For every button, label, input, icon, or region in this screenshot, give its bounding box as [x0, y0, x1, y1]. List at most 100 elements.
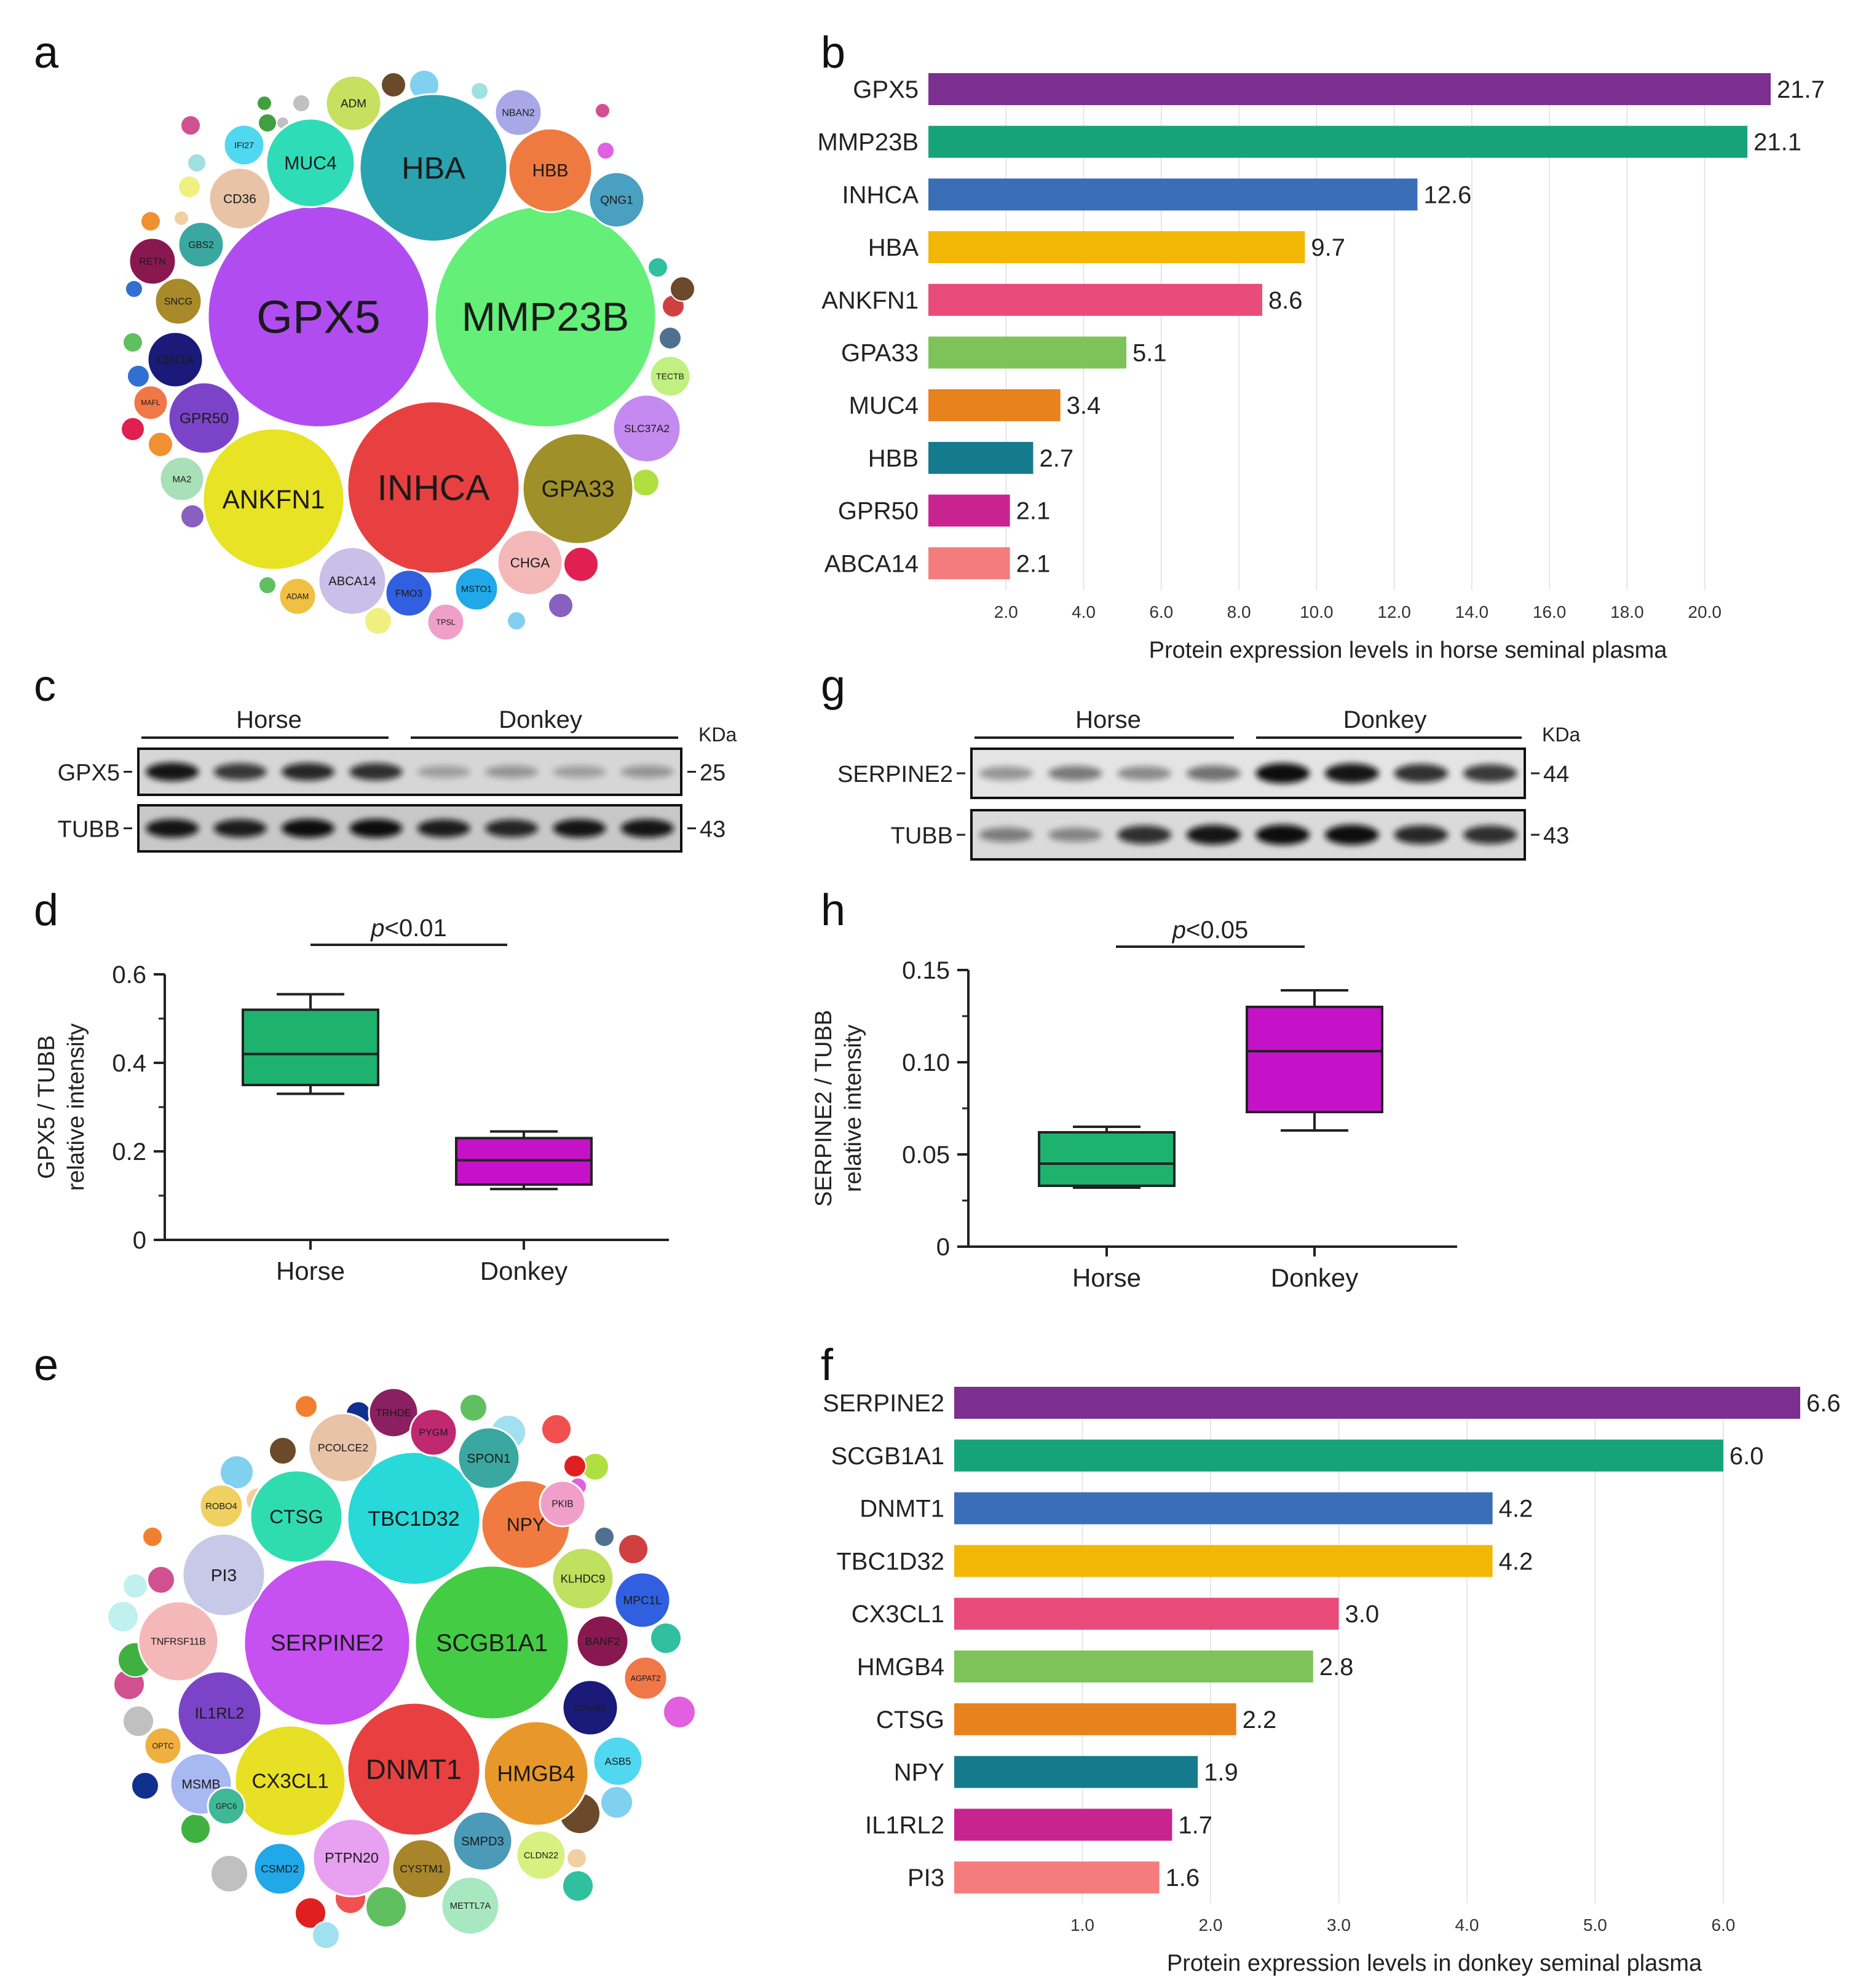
protein-bubble: [483, 1720, 590, 1827]
x-tick-label: 20.0: [1688, 602, 1722, 621]
protein-bubble: [346, 400, 521, 575]
bubble-label: SERPINE2: [271, 1630, 384, 1655]
bubble-label: TRHDE: [376, 1407, 411, 1419]
protein-bubble: [588, 171, 646, 229]
category-label: SERPINE2: [823, 1390, 944, 1417]
category-label: GPR50: [838, 498, 919, 525]
category-label: CX3CL1: [852, 1601, 944, 1628]
bubble-label: SPON1: [467, 1451, 510, 1465]
kda-label: KDa: [698, 724, 737, 746]
group-label-donkey: Donkey: [1343, 706, 1427, 733]
x-axis-label: Protein expression levels in horse semin…: [1149, 637, 1668, 663]
box-plot-gpx5: 0 0.2 0.4 0.6 Horse Donkey p<0.01 GPX5 / TUBB re…: [34, 915, 669, 1285]
small-bubble: [295, 1395, 318, 1418]
small-bubble: [210, 1855, 248, 1893]
y-axis-label-line2: relative intensity: [63, 1024, 89, 1191]
protein-band: [281, 763, 334, 781]
box: [1038, 1131, 1176, 1187]
x-tick-label: 8.0: [1227, 602, 1251, 621]
p-value: <0.05: [1186, 917, 1248, 944]
value-label: 21.1: [1753, 129, 1801, 156]
protein-bubble: [368, 1387, 419, 1438]
bar: [954, 1492, 1493, 1525]
small-bubble: [670, 276, 695, 302]
protein-band: [1463, 764, 1517, 783]
box: [242, 1008, 379, 1086]
bubble-label: INHCA: [378, 468, 491, 508]
x-tick-label: 12.0: [1377, 602, 1411, 621]
category-label: ABCA14: [824, 550, 919, 577]
bubble-label: HBB: [532, 161, 569, 181]
bubble-label: GPC6: [216, 1802, 237, 1810]
bubble-label: MSTO1: [461, 585, 492, 594]
value-label: 4.2: [1499, 1496, 1533, 1523]
small-bubble: [121, 417, 145, 441]
bubble-label: SMPD3: [461, 1835, 504, 1848]
protein-bubble: [167, 381, 241, 455]
protein-bubble: [496, 529, 564, 596]
protein-band: [1117, 826, 1172, 844]
small-bubble: [178, 175, 201, 199]
x-tick-label: 16.0: [1533, 602, 1567, 621]
group-label-horse: Horse: [1075, 706, 1141, 733]
p-symbol: p: [370, 915, 384, 942]
bubble-label: CYSTM1: [400, 1863, 443, 1875]
protein-bubble: [208, 167, 272, 231]
panel-label-d: d: [34, 886, 58, 935]
protein-bubble: [278, 577, 317, 616]
protein-band: [146, 762, 199, 781]
bar: [928, 494, 1010, 527]
category-label: GPA33: [841, 340, 919, 367]
small-bubble: [507, 611, 526, 631]
panel-label-b: b: [821, 28, 845, 77]
small-bubble: [650, 1622, 682, 1654]
x-tick-label: 4.0: [1455, 1915, 1479, 1935]
bar: [954, 1598, 1339, 1630]
protein-bubble: [181, 1532, 266, 1617]
protein-bubble: [414, 1564, 570, 1721]
x-tick-label: Donkey: [480, 1256, 567, 1285]
protein-bubble: [243, 1558, 411, 1727]
category-label: HBA: [868, 234, 919, 261]
category-label: MUC4: [849, 392, 919, 419]
small-bubble: [256, 95, 272, 111]
bubble-label: ABCA14: [328, 575, 376, 588]
y-tick-label: 0.15: [902, 957, 950, 984]
value-label: 9.7: [1311, 234, 1345, 261]
bar: [928, 336, 1126, 369]
protein-band: [1394, 764, 1449, 783]
x-tick-label: 3.0: [1327, 1915, 1351, 1935]
protein-bubble: [265, 117, 356, 208]
protein-bubble: [575, 1614, 630, 1668]
bar: [928, 389, 1061, 422]
x-tick-label: 5.0: [1583, 1915, 1607, 1935]
bubble-label: KLHDC9: [561, 1572, 606, 1585]
bubble-label: GBS2: [188, 240, 213, 250]
protein-band: [1255, 824, 1310, 845]
bar: [928, 178, 1418, 211]
bubble-label: ADAM: [287, 592, 309, 601]
bubble-label: PYGM: [419, 1428, 448, 1438]
small-bubble: [459, 1394, 488, 1422]
protein-bubble: [234, 1724, 347, 1837]
category-label: DNMT1: [860, 1496, 944, 1523]
protein-bubble: [223, 124, 266, 167]
bubble-label: MPC1L: [623, 1595, 662, 1607]
protein-bubble: [452, 1810, 513, 1872]
bar: [954, 1387, 1800, 1419]
protein-band: [1048, 827, 1102, 842]
bar: [928, 125, 1748, 158]
protein-bubble: [561, 1679, 619, 1737]
bubble-label: GPA33: [541, 476, 614, 502]
protein-bubble: [346, 1451, 481, 1586]
value-label: 1.6: [1166, 1864, 1200, 1891]
y-tick-label: 0: [936, 1234, 950, 1261]
protein-bubble: [176, 1670, 263, 1756]
protein-band: [146, 819, 199, 838]
category-label: NPY: [894, 1759, 944, 1786]
small-bubble: [563, 1454, 587, 1478]
small-bubble: [381, 72, 406, 98]
small-bubble: [258, 113, 277, 133]
small-bubble: [364, 607, 392, 635]
protein-bubble: [409, 1408, 458, 1457]
